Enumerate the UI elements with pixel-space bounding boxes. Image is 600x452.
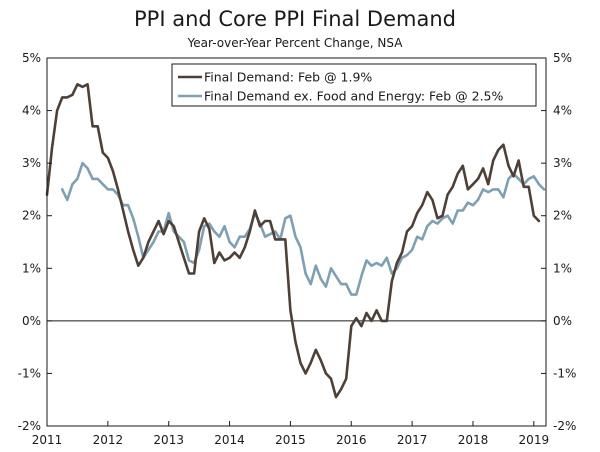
y-tick-label-right: 4% — [553, 104, 572, 118]
legend-box — [171, 63, 537, 107]
series-core-line — [60, 161, 546, 296]
x-tick-label: 2012 — [93, 433, 124, 447]
x-tick-label: 2019 — [519, 433, 550, 447]
y-tick-label-left: 4% — [22, 104, 41, 118]
y-tick-label-right: 1% — [553, 261, 572, 275]
x-tick-label: 2014 — [214, 433, 245, 447]
series-final-demand-line — [45, 83, 541, 399]
y-tick-label-left: 0% — [22, 314, 41, 328]
y-tick-label-left: 2% — [22, 209, 41, 223]
axis-ticks: -2% -2% -1% -1% 0% 0% 1% 1% 2% 2% 3% 3% 4% 4% 5% 5% 2011… — [18, 51, 577, 447]
y-tick-label-left: 1% — [22, 261, 41, 275]
x-tick-label: 2011 — [32, 433, 63, 447]
legend-label: Final Demand: Feb @ 1.9% — [204, 70, 372, 85]
y-tick-label-left: -1% — [18, 366, 41, 380]
y-tick-label-right: 2% — [553, 209, 572, 223]
y-tick-label-right: 0% — [553, 314, 572, 328]
x-tick-label: 2013 — [153, 433, 184, 447]
series-layer — [45, 83, 546, 399]
x-tick-label: 2018 — [458, 433, 489, 447]
y-tick-label-right: -1% — [553, 366, 576, 380]
legend: Final Demand: Feb @ 1.9% Final Demand ex.… — [171, 63, 537, 107]
y-tick-label-left: -2% — [18, 419, 41, 433]
chart-subtitle: Year-over-Year Percent Change, NSA — [187, 36, 404, 50]
y-tick-label-right: -2% — [553, 419, 576, 433]
y-tick-label-right: 3% — [553, 156, 572, 170]
plot-frame — [46, 57, 547, 427]
legend-label: Final Demand ex. Food and Energy: Feb @ … — [204, 89, 504, 104]
x-tick-label: 2016 — [336, 433, 367, 447]
y-tick-label-right: 5% — [553, 51, 572, 65]
x-tick-label: 2015 — [275, 433, 306, 447]
y-tick-label-left: 5% — [22, 51, 41, 65]
y-tick-label-left: 3% — [22, 156, 41, 170]
chart-title: PPI and Core PPI Final Demand — [134, 7, 456, 31]
x-tick-label: 2017 — [397, 433, 428, 447]
